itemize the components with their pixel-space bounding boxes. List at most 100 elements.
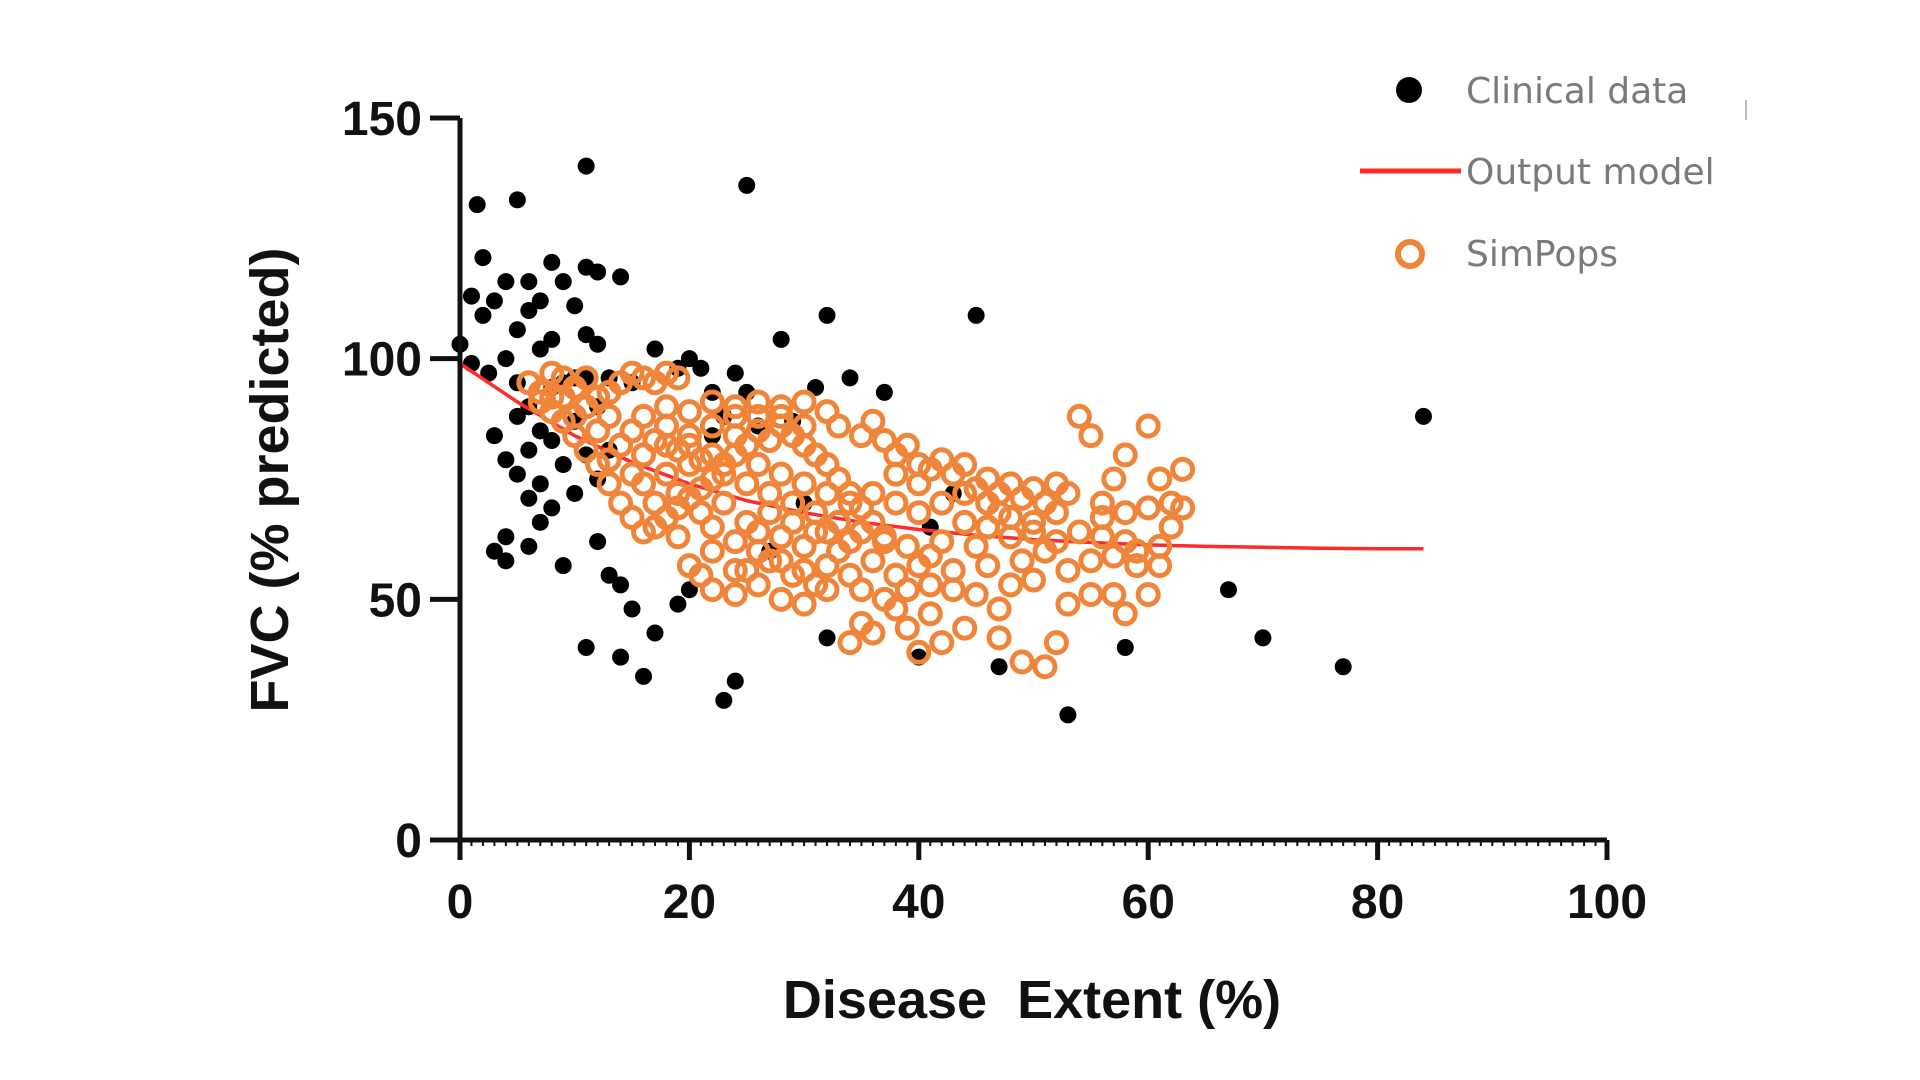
simpops-point (1066, 403, 1092, 429)
simpops-point (848, 577, 874, 603)
simpops-point (1055, 557, 1081, 583)
simpops-point (642, 490, 668, 516)
clinical-data-point (967, 306, 985, 324)
clinical-data-point (589, 263, 607, 281)
simpops-point (768, 461, 794, 487)
simpops-point (1066, 519, 1092, 545)
simpops-point (745, 403, 771, 429)
simpops-point (676, 432, 702, 458)
simpops-point (711, 490, 737, 516)
simpops-point (963, 533, 989, 559)
clinical-data-point (726, 364, 744, 382)
clinical-data-point (589, 335, 607, 353)
y-tick-label: 100 (342, 334, 422, 387)
simpops-point (1055, 591, 1081, 617)
clinical-data-point (497, 528, 515, 546)
clinical-data-point (841, 369, 859, 387)
simpops-point (952, 480, 978, 506)
clinical-data-point (497, 451, 515, 469)
simpops-point (1101, 582, 1127, 608)
simpops-point (986, 596, 1012, 622)
simpops-point (814, 480, 840, 506)
x-axis: 0 20 40 60 80 100 Disease Extent (%) (447, 837, 1647, 1030)
simpops-point (1078, 423, 1104, 449)
clinical-data-point (875, 383, 893, 401)
simpops-point (1124, 553, 1150, 579)
clinical-data-point (715, 691, 733, 709)
clinical-data-legend-icon (1396, 77, 1422, 103)
simpops-point (826, 413, 852, 439)
clinical-data-point (669, 595, 687, 613)
clinical-data-point (531, 475, 549, 493)
simpops-point (722, 582, 748, 608)
simpops-point (837, 490, 863, 516)
simpops-point (768, 403, 794, 429)
simpops-point (1124, 538, 1150, 564)
simpops-point (1021, 567, 1046, 593)
simpops-point (699, 413, 725, 439)
simpops-point (665, 480, 691, 506)
simpops-point (837, 529, 863, 555)
y-tick-label: 0 (395, 815, 422, 868)
simpops-point (906, 639, 932, 665)
clinical-data-point (818, 629, 836, 647)
simpops-point (1135, 582, 1161, 608)
simpops-point (894, 533, 920, 559)
simpops-point (894, 432, 920, 458)
simpops-point (745, 572, 771, 598)
simpops-point (562, 403, 588, 429)
simpops-point (768, 586, 794, 612)
clinical-data-point (577, 157, 595, 175)
simpops-point (688, 500, 714, 526)
clinical-data-point (497, 350, 515, 368)
clinical-data-point (497, 552, 515, 570)
simpops-point (998, 572, 1024, 598)
simpops-point (665, 524, 691, 550)
simpops-point (1112, 500, 1138, 526)
clinical-data-point (554, 557, 572, 575)
clinical-data-point (990, 658, 1008, 676)
simpops-point (929, 490, 955, 516)
x-tick-label: 40 (892, 876, 945, 929)
simpops-point (1032, 654, 1058, 680)
simpops-point (653, 461, 679, 487)
simpops-point (998, 505, 1024, 531)
clinical-data-point (520, 273, 538, 291)
simpops-point (711, 461, 737, 487)
simpops-point (803, 519, 829, 545)
clinical-data-point (612, 576, 630, 594)
simpops-legend-icon (1395, 239, 1425, 269)
clinical-data-point (646, 624, 664, 642)
clinical-data-point (589, 533, 607, 551)
clinical-data-point (1219, 581, 1237, 599)
x-ticks: 0 20 40 60 80 100 (447, 840, 1647, 929)
simpops-point (791, 413, 817, 439)
clinical-data-point (531, 340, 549, 358)
simpops-point (814, 577, 840, 603)
clinical-data-point (485, 542, 503, 560)
simpops-point (952, 615, 978, 641)
simpops-point (527, 389, 553, 415)
simpops-point (791, 557, 817, 583)
simpops-point (940, 577, 966, 603)
simpops-point (653, 413, 679, 439)
simpops-point (596, 471, 622, 497)
simpops-point (894, 577, 920, 603)
clinical-data-point (646, 340, 664, 358)
clinical-data-point (1414, 407, 1432, 425)
clinical-data-point (508, 191, 526, 209)
simpops-point (573, 365, 599, 391)
simpops-point (917, 572, 943, 598)
simpops-point (906, 500, 932, 526)
simpops-point (653, 360, 679, 386)
simpops-point (975, 490, 1001, 516)
simpops-point (952, 452, 978, 478)
clinical-data-point (692, 359, 710, 377)
simpops-point (699, 389, 725, 415)
x-tick-label: 20 (663, 876, 716, 929)
clinical-data-point (531, 513, 549, 531)
y-ticks: 0 50 100 150 (342, 93, 460, 868)
legend-label-simpops: SimPops (1466, 234, 1618, 275)
clinical-data-point (497, 273, 515, 291)
simpops-point (745, 519, 771, 545)
